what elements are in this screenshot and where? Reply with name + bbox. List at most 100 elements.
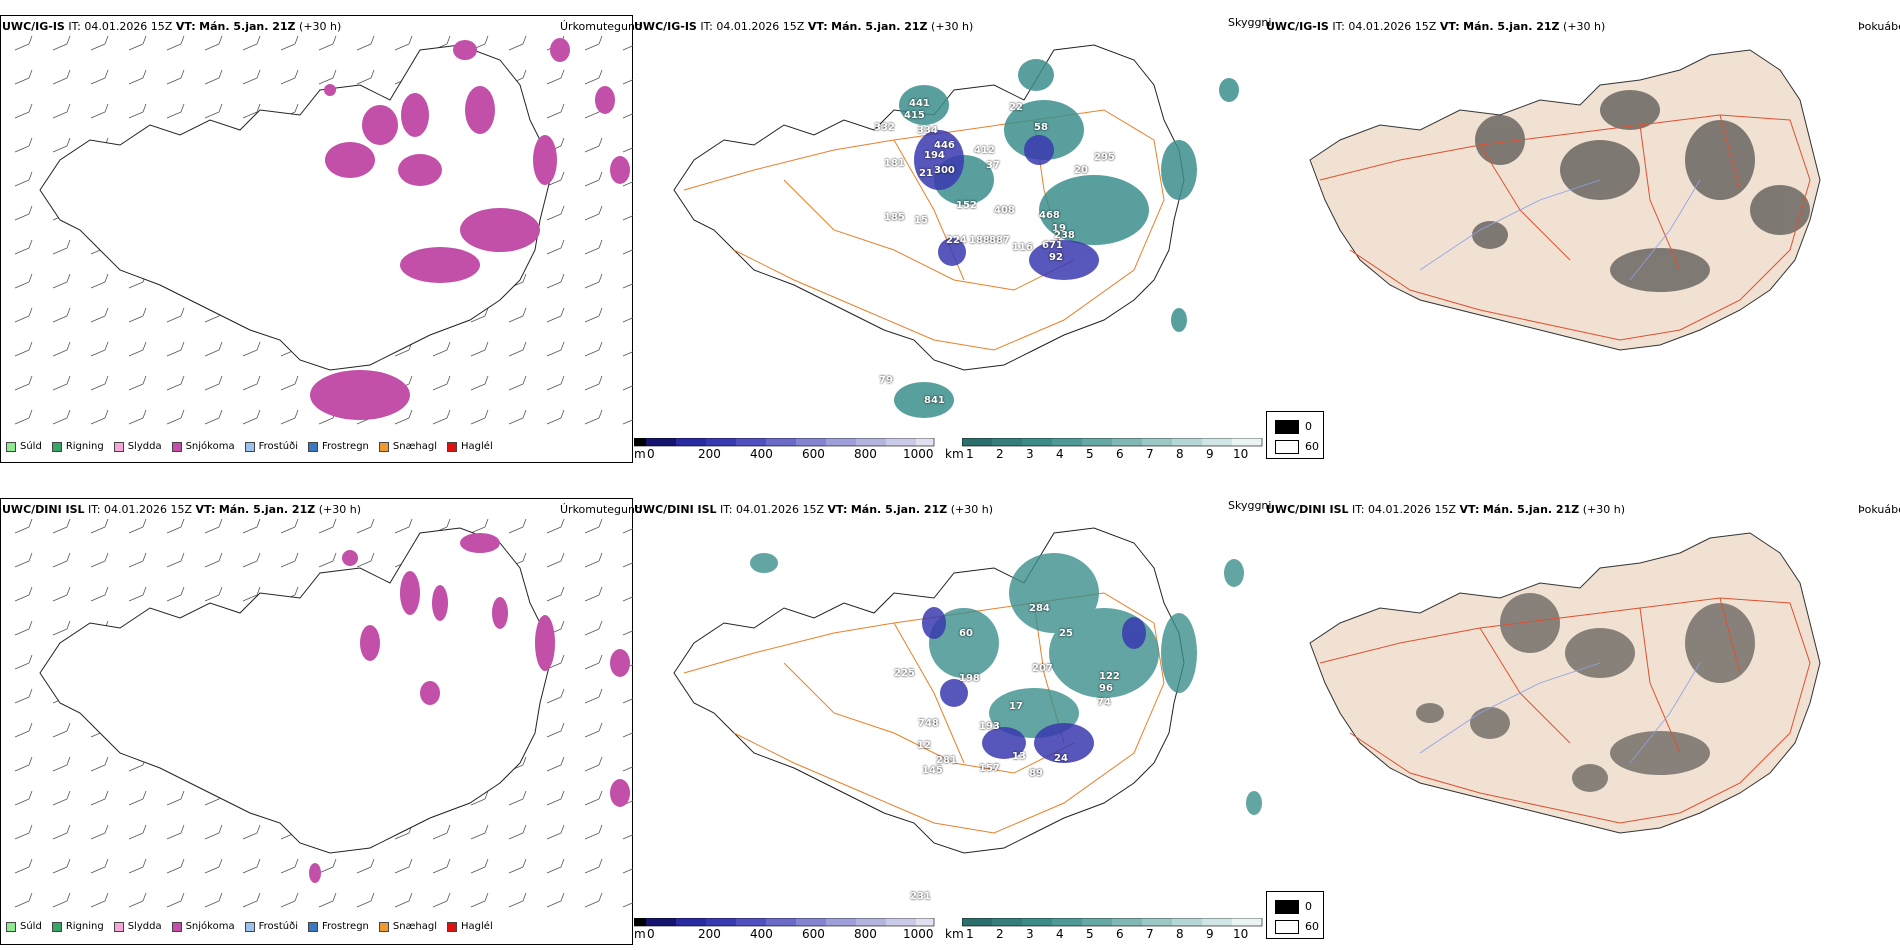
wind-barb <box>280 409 299 425</box>
swatch <box>378 921 389 932</box>
wind-barb <box>546 722 565 738</box>
swatch <box>113 441 124 452</box>
panel-title-cloud-1: UWC/IG-IS IT: 04.01.2026 15Z VT: Mán. 5.… <box>634 20 974 33</box>
wind-barb <box>90 69 109 85</box>
wind-barb <box>546 307 565 323</box>
wind-barb <box>622 902 633 908</box>
wind-barb <box>90 103 109 119</box>
fog-shading <box>1472 90 1810 292</box>
height-label: 446 <box>934 140 955 151</box>
wind-barb <box>204 858 223 874</box>
height-label: 152 <box>956 200 977 211</box>
panel-title-precip-1: UWC/IG-IS IT: 04.01.2026 15Z VT: Mán. 5.… <box>2 20 342 33</box>
wind-barb <box>52 35 71 51</box>
wind-barb <box>546 341 565 357</box>
wind-barb <box>508 518 527 534</box>
legend-item-sudd: Súld <box>6 921 42 932</box>
wind-barb <box>166 307 185 323</box>
height-tick-800: 800 <box>854 927 877 941</box>
wind-barb <box>622 419 633 425</box>
wind-barb <box>546 756 565 772</box>
fog-map-1 <box>1309 49 1821 351</box>
wind-barb <box>432 409 451 425</box>
wind-barb <box>14 756 33 772</box>
wind-barb <box>546 688 565 704</box>
wind-barb <box>14 824 33 840</box>
height-tick-200: 200 <box>698 447 721 461</box>
wind-barb <box>14 518 33 534</box>
wind-barb <box>318 518 337 534</box>
vis-tick-2: 2 <box>996 927 1004 941</box>
wind-barb <box>14 375 33 391</box>
wind-barb <box>14 654 33 670</box>
wind-barb <box>432 341 451 357</box>
wind-barb <box>166 518 185 534</box>
vis-tick-9: 9 <box>1206 927 1214 941</box>
height-label: 194 <box>924 150 945 161</box>
wind-barb <box>90 35 109 51</box>
wind-barb <box>242 858 261 874</box>
wind-barb <box>166 35 185 51</box>
legend-item-slydda: Slydda <box>113 921 162 932</box>
wind-barb <box>14 790 33 806</box>
wind-barb <box>128 892 147 908</box>
wind-barb <box>584 892 603 908</box>
wind-barb <box>432 858 451 874</box>
wind-barb <box>584 341 603 357</box>
wind-barb <box>90 858 109 874</box>
wind-barb <box>90 307 109 323</box>
wind-barb <box>584 654 603 670</box>
wind-barb <box>356 552 375 568</box>
wind-barb <box>508 824 527 840</box>
height-label: 841 <box>924 395 945 406</box>
wind-barb <box>90 586 109 602</box>
wind-barb <box>280 892 299 908</box>
height-label: 17 <box>1009 701 1023 712</box>
swatch <box>378 441 389 452</box>
wind-barb <box>584 518 603 534</box>
height-tick-800: 800 <box>854 447 877 461</box>
height-label: 20 <box>1074 165 1088 176</box>
wind-barb <box>356 858 375 874</box>
wind-barb <box>242 892 261 908</box>
wind-barb <box>280 69 299 85</box>
precip-type-title-2: Úrkomutegund <box>560 503 642 516</box>
cloud-title-1: Skyggni <box>1228 16 1272 29</box>
wind-barb <box>622 215 633 221</box>
wind-barb <box>14 341 33 357</box>
swatch <box>51 441 62 452</box>
wind-barb <box>584 273 603 289</box>
wind-barb <box>546 858 565 874</box>
vis-tick-6: 6 <box>1116 447 1124 461</box>
wind-barb <box>546 375 565 391</box>
wind-barb <box>470 341 489 357</box>
wind-barb <box>128 69 147 85</box>
wind-barb <box>128 858 147 874</box>
wind-barb <box>166 375 185 391</box>
iceland-outline <box>39 527 551 854</box>
wind-barb <box>470 892 489 908</box>
legend-item-frostregn: Frostregn <box>308 441 369 452</box>
wind-barb <box>280 552 299 568</box>
wind-barb <box>584 722 603 738</box>
vis-tick-4: 4 <box>1056 447 1064 461</box>
wind-barb <box>508 892 527 908</box>
vis-tick-8: 8 <box>1176 447 1184 461</box>
vis-tick-10: 10 <box>1233 447 1249 461</box>
wind-barb <box>242 518 261 534</box>
height-label: 198 <box>959 673 980 684</box>
wind-barb <box>52 341 71 357</box>
height-tick-400: 400 <box>750 447 773 461</box>
wind-barb <box>546 790 565 806</box>
vis-tick-8: 8 <box>1176 927 1184 941</box>
fog-label-0: 0 <box>1305 420 1312 433</box>
wind-barb <box>280 35 299 51</box>
wind-barb <box>52 756 71 772</box>
legend-item-sudd: Súld <box>6 441 42 452</box>
wind-barb <box>356 518 375 534</box>
wind-barb <box>584 824 603 840</box>
wind-barb <box>622 147 633 153</box>
vis-tick-5: 5 <box>1086 927 1094 941</box>
height-label: 89 <box>1029 768 1043 779</box>
wind-barb <box>356 69 375 85</box>
